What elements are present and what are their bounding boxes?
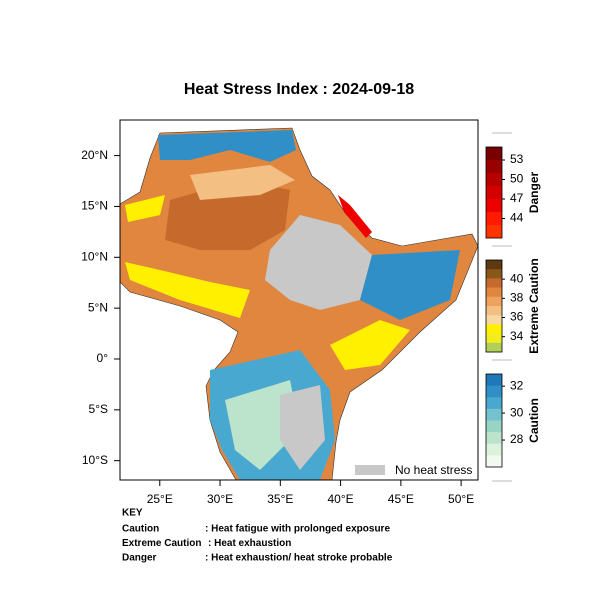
colorbar-tick-label: 50 (510, 172, 524, 186)
red-coast (338, 195, 372, 238)
plot-frame (119, 119, 479, 481)
x-tick-label: 35°E (267, 492, 293, 506)
colorbar-segment (486, 160, 502, 174)
colorbar-tick-label: 36 (510, 310, 524, 324)
yellow-north (125, 195, 165, 222)
colorbar-segment (486, 278, 502, 288)
colorbar-segment (486, 225, 502, 239)
colorbar-tick-label: 47 (510, 191, 524, 205)
ethiopia-gray (265, 215, 372, 310)
key: KEY (122, 508, 143, 519)
key-description: : Heat exhaustion (208, 538, 291, 549)
colorbar-frame (485, 373, 503, 468)
colorbar-title: Danger (527, 171, 541, 213)
y-tick-label: 5°S (89, 402, 108, 416)
colorbar-segment (486, 432, 502, 445)
key-term: Extreme Caution (122, 538, 201, 549)
colorbar-segment (486, 147, 502, 161)
colorbar-tick-label: 30 (510, 405, 524, 419)
colorbar-segment (486, 408, 502, 421)
key-term: Caution (122, 524, 159, 535)
y-tick-label: 10°N (81, 249, 108, 263)
colorbar-segment (486, 333, 502, 344)
gray-south (280, 385, 325, 470)
colorbar-segment (486, 296, 502, 307)
colorbar-segment (486, 260, 502, 270)
colorbar-segment (486, 199, 502, 213)
map-title: Heat Stress Index : 2024-09-18 (184, 81, 414, 98)
colorbar-segment (486, 374, 502, 386)
key-term: Danger (122, 553, 157, 564)
colorbar-segment (486, 420, 502, 433)
y-tick-label: 0° (97, 351, 109, 365)
x-tick-label: 40°E (328, 492, 354, 506)
x-tick-label: 45°E (388, 492, 414, 506)
colorbar-tick-label: 28 (510, 432, 524, 446)
map-field (120, 127, 478, 480)
colorbar-title: Extreme Caution (527, 258, 541, 353)
legend-label: No heat stress (395, 463, 472, 477)
colorbar-segment (486, 315, 502, 325)
x-tick-label: 30°E (207, 492, 233, 506)
x-tick-label: 25°E (147, 492, 173, 506)
colorbar-segment (486, 455, 502, 468)
colorbar-frame (485, 259, 503, 353)
mild-zone (190, 165, 295, 200)
colorbar-segment (486, 385, 502, 398)
y-tick-label: 15°N (81, 199, 108, 213)
legend-swatch (355, 465, 385, 475)
y-tick-label: 10°S (82, 453, 108, 467)
colorbar-segment (486, 397, 502, 410)
blue-horn (360, 250, 460, 320)
colorbar-segment (486, 173, 502, 187)
colorbar-segment (486, 212, 502, 226)
colorbar-tick-label: 34 (510, 329, 524, 343)
colorbar-segment (486, 342, 502, 353)
colorbar-tick-label: 44 (510, 211, 524, 225)
colorbar-tick-label: 38 (510, 291, 524, 305)
colorbar-segment (486, 269, 502, 279)
key-title: KEY (122, 508, 143, 519)
key-description: : Heat exhaustion/ heat stroke probable (205, 553, 393, 564)
colorbar-segment (486, 443, 502, 456)
y-tick-label: 5°N (88, 300, 108, 314)
y-tick-label: 20°N (81, 148, 108, 162)
hot-zone (165, 180, 290, 250)
colorbar-frame (485, 146, 503, 239)
key-description: : Heat fatigue with prolonged exposure (205, 524, 390, 535)
colorbar-segment (486, 287, 502, 298)
colorbar-segment (486, 324, 502, 334)
blue-north (158, 130, 296, 162)
colorbar-segment (486, 306, 502, 316)
yellow-band (125, 262, 250, 318)
x-tick-label: 50°E (448, 492, 474, 506)
colorbar-tick-label: 53 (510, 152, 524, 166)
colorbar-title: Caution (527, 398, 541, 443)
colorbar-tick-label: 40 (510, 271, 524, 285)
colorbar-tick-label: 32 (510, 378, 524, 392)
colorbar-segment (486, 186, 502, 200)
yellow-kenya (330, 320, 410, 370)
